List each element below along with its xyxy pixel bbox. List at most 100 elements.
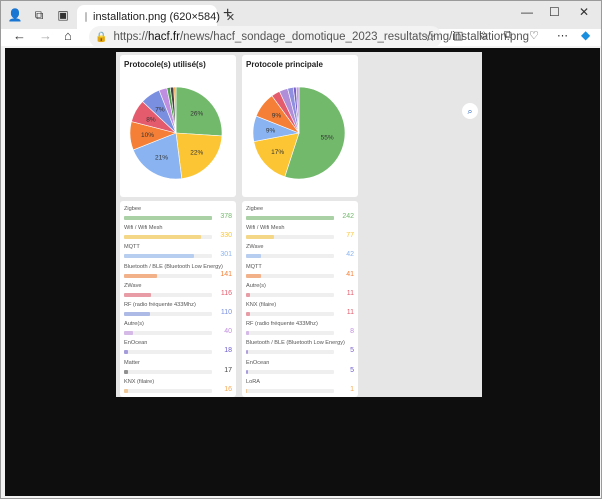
bar-row: LoRA 1: [246, 378, 354, 393]
back-arrow-icon[interactable]: ←: [13, 28, 26, 43]
bar-row: Zigbee 378: [124, 206, 232, 220]
bar-value: 18: [224, 347, 232, 355]
bar-row: Autre(s) 11: [246, 283, 354, 297]
bar-value: 330: [220, 232, 232, 240]
bar-label: Wifi / Wifi Mesh: [246, 225, 285, 232]
bar-label: Autre(s): [124, 321, 144, 328]
bar-fill: [246, 216, 334, 220]
bar-label: MQTT: [124, 244, 140, 251]
bar-fill: [246, 388, 247, 393]
pie-chart-main: 55% 17% 9% 9%: [252, 86, 346, 180]
bar-track: [246, 350, 334, 355]
bar-row: Bluetooth / BLE (Bluetooth Low Energy) 14…: [124, 264, 232, 278]
split-screen-icon[interactable]: ◫: [453, 30, 464, 42]
bar-value: 77: [346, 232, 354, 240]
bar-row: RF (radio fréquente 433Mhz) 8: [246, 321, 354, 336]
bar-row: Wifi / Wifi Mesh 77: [246, 225, 354, 240]
bar-fill: [246, 331, 249, 336]
bar-track: [246, 254, 334, 259]
bar-value: 8: [350, 328, 354, 336]
pie-title-main: Protocole principale: [246, 60, 323, 69]
bar-track: [246, 235, 334, 240]
bar-track: [124, 350, 212, 355]
bar-label: ZWave: [246, 244, 264, 251]
bar-value: 242: [342, 213, 354, 220]
bar-fill: [246, 235, 274, 240]
visual-search-icon[interactable]: ⌕: [462, 103, 478, 119]
bar-fill: [124, 350, 129, 355]
bar-row: Bluetooth / BLE (Bluetooth Low Energy) 5: [246, 340, 354, 355]
bar-fill: [124, 331, 134, 336]
home-icon[interactable]: ⌂: [64, 28, 72, 43]
more-menu-icon[interactable]: ⋯: [557, 30, 568, 42]
bar-value: 16: [224, 385, 232, 393]
bar-row: EnOcean 18: [124, 340, 232, 355]
pie-slice-label: 55%: [321, 135, 334, 142]
bar-value: 116: [220, 289, 232, 297]
pie-slice-label: 10%: [141, 132, 154, 139]
browser-essentials-icon[interactable]: ♡: [529, 30, 539, 42]
maximize-button[interactable]: ☐: [549, 5, 560, 19]
bar-fill: [124, 292, 151, 297]
bar-track: [124, 273, 212, 278]
bar-track: [124, 254, 212, 259]
forward-arrow-icon[interactable]: →: [39, 28, 52, 43]
bar-value: 17: [224, 366, 232, 374]
pie-card-main: Protocole principale 55% 17% 9% 9%: [242, 55, 358, 197]
copilot-icon[interactable]: ◆: [581, 28, 591, 42]
bar-track: [246, 273, 334, 278]
pie-slice-label: 7%: [155, 107, 165, 114]
bar-label: Wifi / Wifi Mesh: [124, 225, 163, 232]
tab-favicon-icon: [85, 12, 87, 22]
close-window-button[interactable]: ✕: [579, 5, 590, 19]
pie-slice-label: 8%: [146, 116, 156, 123]
favorites-icon[interactable]: ✩: [479, 30, 489, 42]
workspaces-icon[interactable]: ⧉: [34, 8, 44, 22]
tab-actions-icon[interactable]: ▣: [57, 8, 69, 22]
bar-track: [124, 388, 212, 393]
bar-row: MQTT 301: [124, 244, 232, 259]
favorite-star-icon[interactable]: ☆: [424, 29, 436, 44]
pie-slice: [295, 86, 300, 134]
active-tab[interactable]: installation.png (620×584) ✕: [77, 5, 235, 29]
close-tab-icon[interactable]: ✕: [225, 11, 236, 24]
bar-row: ZWave 42: [246, 244, 354, 259]
new-tab-button[interactable]: +: [223, 5, 233, 22]
bar-track: [124, 369, 212, 374]
bar-value: 1: [350, 385, 354, 393]
bar-track: [246, 388, 334, 393]
tab-title: installation.png (620×584): [93, 11, 220, 23]
bar-fill: [124, 254, 195, 259]
tab-strip: 👤 ⧉ ▣ installation.png (620×584) ✕ + — ☐…: [1, 1, 601, 29]
pie-slice: [284, 86, 346, 180]
bar-track: [246, 312, 334, 316]
bar-label: EnOcean: [246, 359, 270, 366]
bar-row: KNX (filaire) 11: [246, 302, 354, 316]
pie-slice: [173, 86, 177, 134]
bar-fill: [246, 273, 261, 278]
bar-track: [246, 369, 334, 374]
pie-slice: [175, 132, 223, 179]
bar-row: RF (radio fréquente 433Mhz) 110: [124, 302, 232, 316]
bar-value: 5: [350, 366, 354, 374]
bar-track: [246, 292, 334, 297]
pie-slice-label: 26%: [190, 111, 203, 118]
profile-icon[interactable]: 👤: [7, 8, 23, 22]
pie-slice-label: 9%: [266, 128, 276, 135]
bar-label: RF (radio fréquente 433Mhz): [124, 302, 196, 308]
collections-icon[interactable]: ⧉: [504, 29, 512, 41]
bar-fill: [124, 235, 201, 240]
url-text: https://hacf.fr/news/hacf_sondage_domoti…: [113, 31, 530, 43]
pie-title-used: Protocole(s) utilisé(s): [124, 60, 206, 69]
address-bar[interactable]: 🔒 https://hacf.fr/news/hacf_sondage_domo…: [89, 26, 529, 48]
bar-label: ZWave: [124, 282, 142, 289]
bar-label: LoRA: [246, 378, 260, 385]
bar-track: [124, 216, 212, 220]
bar-fill: [246, 369, 248, 374]
pie-slice: [253, 132, 300, 178]
minimize-button[interactable]: —: [521, 5, 533, 19]
bar-value: 40: [224, 328, 232, 336]
bar-row: Zigbee 242: [246, 206, 354, 220]
lock-icon[interactable]: 🔒: [95, 31, 108, 43]
bar-row: Matter 17: [124, 360, 232, 374]
